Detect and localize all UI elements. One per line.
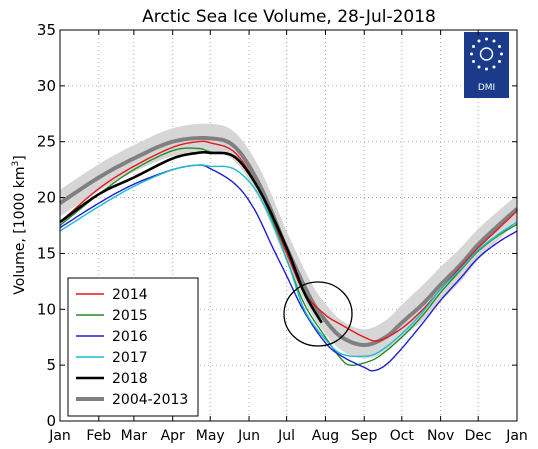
dmi-star-dot (477, 65, 481, 69)
band-range-area (60, 123, 517, 359)
chart-title: Arctic Sea Ice Volume, 28-Jul-2018 (142, 7, 436, 27)
dmi-star-ring-icon (470, 37, 503, 71)
legend: 2014 2015 2016 2017 2018 2004-2013 (67, 277, 199, 417)
x-tick-label: Oct (390, 428, 415, 444)
series-line-2018 (59, 151, 323, 324)
y-tick-label: 10 (37, 300, 56, 318)
legend-label: 2018 (112, 371, 148, 387)
dmi-logo-text: DMI (478, 83, 495, 93)
plot-frame (59, 29, 518, 422)
dmi-star-dot (472, 60, 476, 63)
band-layer (58, 123, 519, 359)
y-tick-label: 30 (37, 77, 56, 95)
x-tick-label: Mar (121, 428, 148, 444)
x-tick-label: Apr (161, 428, 185, 444)
dmi-star-dot (485, 37, 488, 41)
dmi-star-dot (500, 52, 503, 56)
legend-label: 2016 (112, 329, 148, 345)
x-tick-label: Sep (351, 428, 378, 444)
y-axis-label-end: ] (12, 155, 28, 160)
dmi-logo-background (464, 32, 509, 98)
x-tick-label: Jul (277, 428, 295, 444)
y-axis-label-superscript: 3 (11, 161, 21, 167)
series-line-2017 (59, 164, 518, 358)
y-tick-label: 15 (37, 244, 56, 262)
y-tick-label: 20 (37, 189, 56, 207)
series-line-2014 (59, 140, 518, 342)
legend-label: 2004-2013 (112, 392, 188, 408)
legend-label: 2015 (112, 308, 148, 324)
x-tick-label: Aug (312, 428, 339, 444)
legend-label: 2014 (112, 287, 148, 303)
x-tick-label: Jan (48, 428, 71, 444)
x-tick-label: May (196, 428, 225, 444)
dmi-star-dot (492, 39, 496, 43)
dmi-logo: DMI (464, 32, 509, 98)
legend-box (67, 277, 199, 417)
y-tick-label: 35 (37, 21, 56, 39)
axes: 0 5 10 15 20 25 30 35 Jan Feb Mar Apr May Jun Jul Aug Se… (37, 21, 528, 444)
dmi-star-dot (470, 52, 473, 56)
x-tick-label: Dec (465, 428, 492, 444)
dmi-star-dot (472, 45, 476, 48)
y-tick-label: 5 (46, 356, 56, 374)
y-tick-label: 25 (37, 133, 56, 151)
annotation-circle (283, 281, 353, 347)
x-tick-label: Jun (237, 428, 260, 444)
x-tick-label: Feb (86, 428, 111, 444)
x-tick-label: Nov (427, 428, 454, 444)
dmi-star-dot (492, 65, 496, 69)
x-tick-label: Jan (505, 428, 528, 444)
y-axis-label: Volume, [1000 km3] (11, 155, 28, 294)
dmi-star-dot (477, 39, 481, 43)
dmi-star-dot (497, 60, 501, 63)
series-layer (59, 140, 518, 372)
dmi-crown-icon (479, 47, 494, 61)
series-line-2004-2013 (58, 136, 519, 348)
dmi-star-dot (485, 67, 488, 71)
dmi-star-dot (497, 45, 501, 48)
legend-label: 2017 (112, 350, 148, 366)
y-tick-label: 0 (46, 412, 56, 430)
y-axis-label-main: Volume, [1000 km (12, 166, 28, 294)
